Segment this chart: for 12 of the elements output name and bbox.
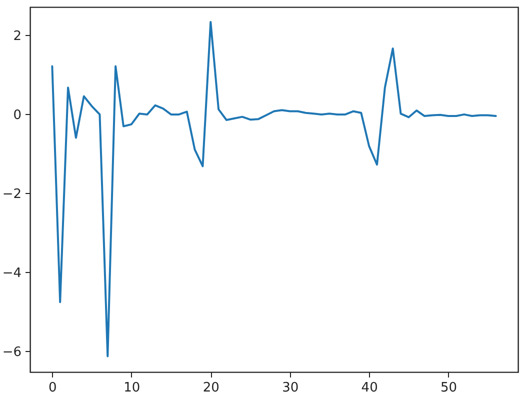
x-tick-label: 30 [282,380,299,396]
x-tick-label: 20 [202,380,220,396]
line-series [51,21,497,358]
x-tick-label: 50 [440,380,458,396]
x-tick-label: 10 [124,380,140,396]
y-tick-label: 0 [13,108,22,123]
y-tick-label: −2 [2,186,22,202]
y-tick-label: 2 [13,28,22,44]
x-tick-label: 40 [361,380,378,396]
y-tick-label: −4 [2,266,22,281]
y-tick-label: −6 [2,344,22,360]
x-tick-label: 0 [48,380,57,396]
